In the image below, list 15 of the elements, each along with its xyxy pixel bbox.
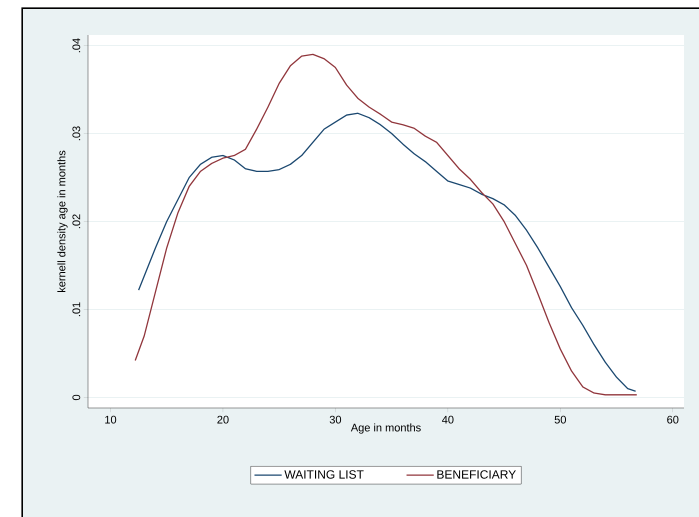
y-tick-label: .02 xyxy=(72,214,80,228)
x-tick-label: 50 xyxy=(554,416,566,424)
x-axis-title: Age in months xyxy=(350,423,421,434)
y-axis-title: kernell density age in months xyxy=(57,150,68,292)
x-tick-label: 60 xyxy=(667,416,678,424)
y-tick-label: .01 xyxy=(72,302,80,316)
legend-label: BENEFICIARY xyxy=(437,470,516,479)
x-tick-label: 30 xyxy=(330,416,342,424)
y-tick-label: .04 xyxy=(72,38,80,52)
y-tick-label: .03 xyxy=(72,126,80,140)
x-tick-label: 40 xyxy=(442,416,454,424)
x-tick-label: 10 xyxy=(105,416,116,424)
x-tick-label: 20 xyxy=(217,416,229,424)
y-tick-label: 0 xyxy=(72,394,80,400)
legend-label: WAITING LIST xyxy=(284,470,364,479)
